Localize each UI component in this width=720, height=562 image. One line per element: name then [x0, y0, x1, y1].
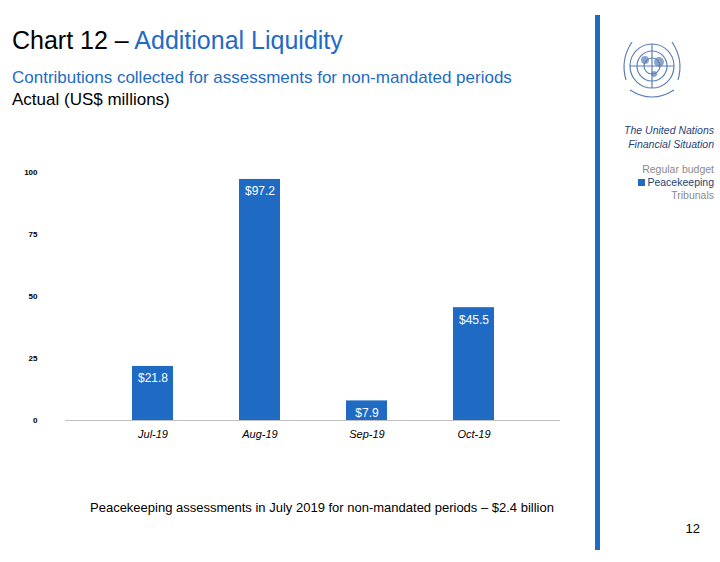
svg-text:Oct-19: Oct-19 — [457, 428, 490, 440]
svg-text:$21.8: $21.8 — [138, 371, 168, 385]
svg-text:25: 25 — [29, 354, 38, 363]
svg-text:0: 0 — [33, 416, 38, 425]
html-text:Actual (US$ millions): Actual (US$ millions) — [12, 90, 170, 109]
html-text:Tribunals: Tribunals — [671, 189, 714, 201]
html-text:12: 12 — [685, 521, 700, 536]
svg-text:Sep-19: Sep-19 — [349, 428, 384, 440]
html-text:Peacekeeping assessments in Ju: Peacekeeping assessments in July 2019 fo… — [90, 500, 554, 515]
svg-text:$7.9: $7.9 — [355, 406, 379, 420]
svg-text:100: 100 — [24, 168, 38, 177]
html-text:Regular budget: Regular budget — [642, 163, 714, 175]
html-text:The United Nations Financial S: The United Nations Financial Situation — [624, 124, 714, 150]
svg-text:$45.5: $45.5 — [459, 313, 489, 327]
html-text:Peacekeeping: Peacekeeping — [647, 176, 714, 188]
html-text:Chart 12 – Additional Liquidit: Chart 12 – Additional Liquidity — [12, 26, 343, 54]
svg-text:Jul-19: Jul-19 — [137, 428, 168, 440]
svg-text:$97.2: $97.2 — [245, 184, 275, 198]
html-text:Contributions collected for as: Contributions collected for assessments … — [12, 68, 512, 87]
svg-text:Aug-19: Aug-19 — [241, 428, 277, 440]
svg-text:50: 50 — [29, 292, 38, 301]
svg-text:75: 75 — [29, 230, 38, 239]
